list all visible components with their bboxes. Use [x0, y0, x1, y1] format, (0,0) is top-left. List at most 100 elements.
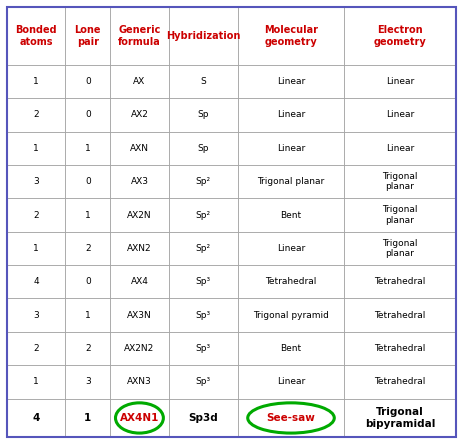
Bar — [344, 265, 456, 298]
Text: Tetrahedral: Tetrahedral — [265, 277, 317, 286]
Text: Sp³: Sp³ — [196, 344, 211, 353]
Text: Tetrahedral: Tetrahedral — [374, 344, 425, 353]
Text: 1: 1 — [85, 311, 91, 320]
Text: 0: 0 — [85, 77, 91, 86]
Bar — [238, 198, 344, 232]
Text: 2: 2 — [33, 344, 39, 353]
Text: AXN: AXN — [130, 144, 149, 153]
Bar — [110, 65, 169, 98]
Bar — [238, 265, 344, 298]
Bar — [238, 98, 344, 131]
Text: AXN3: AXN3 — [127, 377, 152, 386]
Text: S: S — [200, 77, 206, 86]
Text: Linear: Linear — [386, 77, 414, 86]
Text: 0: 0 — [85, 277, 91, 286]
Bar — [169, 65, 238, 98]
Bar — [7, 332, 65, 365]
Text: 3: 3 — [33, 177, 39, 186]
Bar — [65, 198, 110, 232]
Text: 1: 1 — [33, 77, 39, 86]
Text: 3: 3 — [33, 311, 39, 320]
Bar — [238, 165, 344, 198]
Text: 1: 1 — [85, 210, 91, 219]
Bar — [110, 98, 169, 131]
Bar — [110, 298, 169, 332]
Bar — [344, 298, 456, 332]
Bar — [169, 232, 238, 265]
Text: Tetrahedral: Tetrahedral — [374, 277, 425, 286]
Bar — [110, 265, 169, 298]
Bar — [110, 399, 169, 437]
Bar — [169, 198, 238, 232]
Text: AX2: AX2 — [131, 111, 148, 119]
Bar — [65, 365, 110, 399]
Bar — [110, 232, 169, 265]
Text: Bent: Bent — [281, 344, 301, 353]
Text: Trigonal
bipyramidal: Trigonal bipyramidal — [365, 407, 435, 429]
Bar — [7, 65, 65, 98]
Bar — [238, 332, 344, 365]
Text: AX3N: AX3N — [127, 311, 152, 320]
Text: Sp²: Sp² — [196, 210, 211, 219]
Bar — [169, 98, 238, 131]
Text: Linear: Linear — [277, 111, 305, 119]
Bar — [65, 265, 110, 298]
Bar — [169, 7, 238, 65]
Text: Linear: Linear — [277, 377, 305, 386]
Bar — [169, 332, 238, 365]
Text: Hybridization: Hybridization — [166, 31, 241, 41]
Bar — [65, 399, 110, 437]
Bar — [7, 232, 65, 265]
Text: Linear: Linear — [386, 111, 414, 119]
Text: Sp3d: Sp3d — [188, 413, 219, 423]
Bar — [110, 165, 169, 198]
Text: 1: 1 — [85, 144, 91, 153]
Text: Tetrahedral: Tetrahedral — [374, 311, 425, 320]
Text: Trigonal planar: Trigonal planar — [257, 177, 325, 186]
Bar — [344, 198, 456, 232]
Text: 4: 4 — [33, 277, 39, 286]
Bar — [238, 7, 344, 65]
Bar — [344, 232, 456, 265]
Bar — [110, 131, 169, 165]
Text: 3: 3 — [85, 377, 91, 386]
Bar — [7, 365, 65, 399]
Bar — [344, 98, 456, 131]
Text: AX4: AX4 — [131, 277, 148, 286]
Text: 1: 1 — [84, 413, 91, 423]
Bar — [344, 65, 456, 98]
Bar — [169, 399, 238, 437]
Bar — [110, 332, 169, 365]
Bar — [65, 65, 110, 98]
Text: 2: 2 — [85, 244, 91, 253]
Text: Sp³: Sp³ — [196, 311, 211, 320]
Bar — [344, 365, 456, 399]
Bar — [169, 298, 238, 332]
Bar — [65, 165, 110, 198]
Bar — [7, 98, 65, 131]
Text: 2: 2 — [33, 111, 39, 119]
Text: Sp: Sp — [198, 111, 209, 119]
Text: Molecular
geometry: Molecular geometry — [264, 25, 318, 47]
Bar — [7, 7, 65, 65]
Text: Trigonal
planar: Trigonal planar — [382, 205, 418, 225]
Text: Bonded
atoms: Bonded atoms — [15, 25, 57, 47]
Text: 1: 1 — [33, 144, 39, 153]
Bar — [7, 399, 65, 437]
Text: Linear: Linear — [277, 144, 305, 153]
Text: Linear: Linear — [386, 144, 414, 153]
Bar — [65, 131, 110, 165]
Bar — [344, 131, 456, 165]
Text: Generic
formula: Generic formula — [118, 25, 161, 47]
Bar — [238, 365, 344, 399]
Bar — [65, 332, 110, 365]
Text: 0: 0 — [85, 177, 91, 186]
Text: Trigonal pyramid: Trigonal pyramid — [253, 311, 329, 320]
Bar — [344, 165, 456, 198]
Text: Sp: Sp — [198, 144, 209, 153]
Bar — [110, 198, 169, 232]
Bar — [65, 232, 110, 265]
Bar — [65, 98, 110, 131]
Bar — [110, 365, 169, 399]
Bar — [169, 165, 238, 198]
